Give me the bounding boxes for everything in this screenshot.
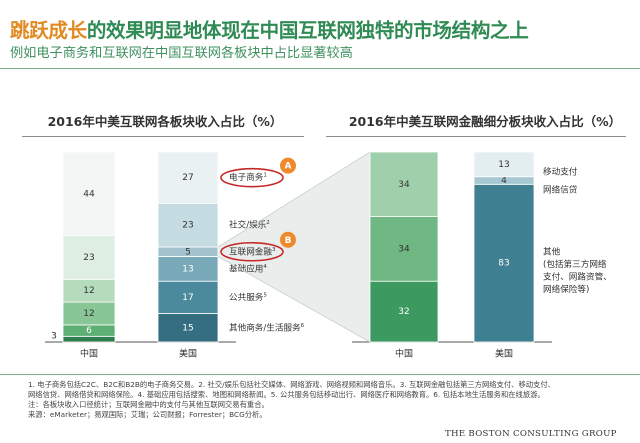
series-label: (包括第三方网络 bbox=[543, 258, 607, 270]
data-label: 34 bbox=[398, 180, 410, 190]
bar-segment bbox=[157, 280, 219, 314]
footnote-ref: 2 bbox=[266, 220, 270, 226]
data-label: 27 bbox=[182, 173, 193, 183]
bar-segment bbox=[62, 151, 116, 236]
zoom-connector-edge bbox=[217, 151, 371, 248]
data-label: 13 bbox=[498, 160, 509, 170]
data-label: 23 bbox=[83, 253, 94, 263]
series-label: 电子商务1 bbox=[229, 171, 267, 183]
left-title-rule bbox=[22, 136, 304, 137]
category-label: 美国 bbox=[179, 348, 197, 360]
page-subtitle: 例如电子商务和互联网在中国互联网各板块中占比显著较高 bbox=[10, 46, 353, 61]
data-label: 13 bbox=[182, 264, 193, 274]
bar-segment bbox=[473, 151, 535, 178]
footnote-line: 注：各板块收入口径统计；互联网金融中的支付与其他互联网交易有重合。 bbox=[28, 400, 269, 409]
footnote-ref: 1 bbox=[263, 172, 267, 178]
bar-segment bbox=[369, 151, 439, 217]
series-label: 社交/娱乐2 bbox=[229, 219, 270, 231]
series-label: 网络信贷 bbox=[543, 184, 578, 196]
right-chart-title: 2016年中美互联网金融细分板块收入占比（%） bbox=[348, 114, 622, 129]
zoom-connector bbox=[218, 152, 370, 342]
footnote-line: 1. 电子商务包括C2C、B2C和B2B的电子商务交易。2. 社交/娱乐包括社交… bbox=[28, 380, 555, 389]
series-label: 基础应用4 bbox=[229, 262, 267, 274]
right-title-rule bbox=[326, 136, 626, 137]
data-label: 3 bbox=[51, 332, 57, 342]
left-chart-title: 2016年中美互联网各板块收入占比（%） bbox=[47, 114, 283, 129]
series-label: 网络保险等) bbox=[543, 283, 589, 295]
data-label: 6 bbox=[86, 326, 92, 336]
category-label: 美国 bbox=[495, 348, 513, 360]
header-rule bbox=[0, 68, 640, 69]
series-label: 其他商务/生活服务6 bbox=[229, 321, 305, 333]
page-title: 跳跃成长的效果明显地体现在中国互联网独特的市场结构之上 bbox=[10, 14, 529, 43]
series-label: 其他 bbox=[543, 246, 561, 258]
zoom-connector-edge bbox=[217, 256, 371, 343]
data-label: 17 bbox=[182, 293, 193, 303]
data-label: 5 bbox=[185, 247, 191, 257]
data-label: 12 bbox=[83, 309, 94, 319]
bar-segment bbox=[473, 183, 535, 343]
badge-a bbox=[280, 157, 296, 174]
bar-segment bbox=[157, 313, 219, 343]
footer-rule bbox=[0, 374, 640, 375]
footnote-line: 来源：eMarketer；易观国际；艾瑞；公司财报；Forrester；BCG分… bbox=[28, 410, 267, 419]
bar-segment bbox=[157, 256, 219, 282]
footnotes: 1. 电子商务包括C2C、B2C和B2B的电子商务交易。2. 社交/娱乐包括社交… bbox=[28, 380, 620, 420]
page-title-rest: 的效果明显地体现在中国互联网独特的市场结构之上 bbox=[86, 19, 529, 42]
data-label: 15 bbox=[182, 323, 193, 333]
data-label: 32 bbox=[398, 307, 409, 317]
footnote-line: 网络信贷、网络借贷和网络保险。4. 基础应用包括搜索、地图和网络新闻。5. 公共… bbox=[28, 390, 545, 399]
bar-segment bbox=[369, 280, 439, 343]
footnote-ref: 6 bbox=[301, 322, 305, 328]
highlight-circle bbox=[220, 241, 284, 262]
series-label: 支付、网路资管、 bbox=[543, 271, 612, 283]
series-label: 互联网金融3 bbox=[229, 245, 276, 257]
data-label: 44 bbox=[83, 189, 95, 199]
badge-b bbox=[280, 231, 296, 248]
highlight-circle bbox=[220, 167, 284, 188]
series-label: 移动支付 bbox=[543, 166, 578, 178]
data-label: 23 bbox=[182, 221, 193, 231]
badge-letter: A bbox=[285, 162, 292, 172]
data-label: 83 bbox=[498, 259, 509, 269]
series-label: 公共服务5 bbox=[229, 291, 267, 303]
bar-segment bbox=[369, 216, 439, 282]
data-label: 34 bbox=[398, 244, 410, 254]
badge-letter: B bbox=[285, 236, 292, 246]
category-label: 中国 bbox=[80, 348, 98, 360]
bar-segment bbox=[157, 151, 219, 204]
data-label: 12 bbox=[83, 286, 94, 296]
footnote-ref: 3 bbox=[272, 246, 276, 252]
category-label: 中国 bbox=[395, 348, 413, 360]
bcg-logo: THE BOSTON CONSULTING GROUP bbox=[445, 429, 617, 439]
footnote-ref: 5 bbox=[263, 292, 267, 298]
bar-segment bbox=[62, 335, 116, 343]
footnote-ref: 4 bbox=[263, 263, 267, 269]
data-label: 4 bbox=[501, 176, 507, 186]
bar-segment bbox=[157, 202, 219, 248]
page-title-highlight: 跳跃成长 bbox=[10, 19, 87, 42]
